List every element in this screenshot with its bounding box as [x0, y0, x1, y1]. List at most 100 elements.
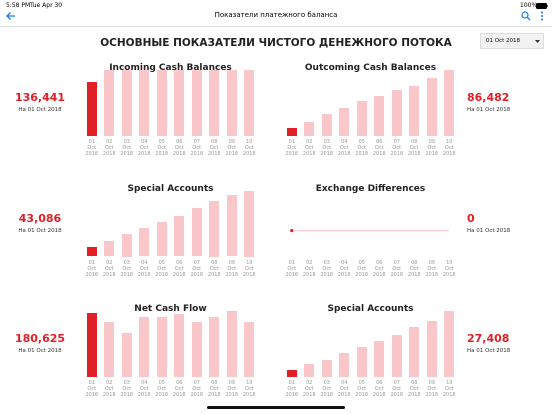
x-tick-label: 04 Oct 2018	[137, 380, 151, 398]
battery-icon	[536, 3, 548, 9]
x-tick-label: 07 Oct 2018	[390, 139, 404, 157]
nav-divider	[0, 26, 552, 27]
x-tick-label: 10 Oct 2018	[442, 259, 456, 278]
bar	[209, 317, 220, 377]
x-tick-label: 01 Oct 2018	[85, 380, 99, 398]
bar	[174, 314, 185, 377]
current-date: На 01 Oct 2018	[18, 107, 62, 113]
current-value: 0	[467, 211, 475, 225]
bar	[156, 317, 167, 377]
date-dropdown[interactable]: 01 Oct 2018	[480, 33, 544, 49]
bar	[226, 70, 237, 136]
x-tick-label: 04 Oct 2018	[337, 259, 351, 278]
x-tick-label: 02 Oct 2018	[102, 139, 116, 157]
x-tick-label: 08 Oct 2018	[207, 139, 221, 157]
bar	[244, 190, 255, 257]
x-tick-label: 09 Oct 2018	[225, 259, 239, 278]
search-button[interactable]	[521, 11, 531, 21]
bar	[191, 207, 202, 257]
line-chart	[290, 228, 450, 232]
current-value: 86,482	[467, 91, 510, 104]
x-tick-label: 10 Oct 2018	[242, 139, 256, 157]
bar	[226, 194, 237, 257]
current-point	[290, 228, 294, 232]
x-tick-label: 06 Oct 2018	[172, 259, 186, 278]
current-date: На 01 Oct 2018	[18, 348, 62, 354]
page-title: ОСНОВНЫЕ ПОКАЗАТЕЛИ ЧИСТОГО ДЕНЕЖНОГО ПО…	[100, 37, 452, 49]
status-date: Tue Apr 30	[30, 2, 63, 9]
x-tick-label: 05 Oct 2018	[155, 380, 169, 398]
x-tick-label: 08 Oct 2018	[407, 259, 421, 278]
bar	[286, 369, 297, 377]
bar	[391, 334, 402, 377]
x-tick-label: 01 Oct 2018	[85, 139, 99, 157]
x-tick-label: 04 Oct 2018	[337, 380, 351, 398]
x-tick-label: 05 Oct 2018	[155, 259, 169, 278]
bar	[244, 322, 255, 377]
nav-title: Показатели платежного баланса	[214, 11, 338, 19]
bar	[121, 70, 132, 136]
chart-title: Special Accounts	[327, 304, 414, 314]
dropdown-caret	[535, 40, 540, 43]
bar	[191, 70, 202, 136]
x-tick-label: 07 Oct 2018	[190, 259, 204, 278]
x-tick-label: 07 Oct 2018	[190, 139, 204, 157]
x-tick-label: 05 Oct 2018	[155, 139, 169, 157]
x-tick-label: 01 Oct 2018	[285, 259, 299, 278]
current-date: На 01 Oct 2018	[467, 227, 511, 234]
bar	[104, 322, 115, 377]
x-tick-label: 07 Oct 2018	[390, 380, 404, 398]
x-tick-label: 06 Oct 2018	[372, 380, 386, 398]
x-tick-label: 01 Oct 2018	[285, 139, 299, 157]
chart-title: Special Accounts	[127, 183, 214, 194]
x-tick-label: 02 Oct 2018	[302, 139, 316, 157]
x-tick-label: 08 Oct 2018	[407, 139, 421, 157]
bar	[139, 317, 150, 377]
date-dropdown-label: 01 Oct 2018	[486, 38, 521, 44]
x-tick-label: 05 Oct 2018	[355, 259, 369, 278]
x-tick-label: 04 Oct 2018	[137, 259, 151, 278]
x-tick-label: 04 Oct 2018	[337, 139, 351, 157]
x-tick-label: 06 Oct 2018	[172, 139, 186, 157]
bar	[191, 322, 202, 377]
bar	[444, 70, 455, 136]
current-date: На 01 Oct 2018	[18, 227, 62, 234]
status-time: 5:58 PM	[6, 2, 31, 9]
current-value: 136,441	[14, 91, 66, 104]
menu-button[interactable]	[539, 11, 545, 21]
status-battery: 100%	[520, 2, 538, 9]
bar	[374, 96, 385, 136]
bar	[104, 240, 115, 257]
chart-title: Exchange Differences	[315, 183, 426, 194]
x-tick-label: 10 Oct 2018	[442, 139, 456, 157]
x-tick-label: 03 Oct 2018	[120, 380, 134, 398]
current-date: На 01 Oct 2018	[467, 348, 511, 354]
x-tick-label: 10 Oct 2018	[442, 380, 456, 398]
x-tick-label: 03 Oct 2018	[120, 259, 134, 278]
x-tick-label: 06 Oct 2018	[372, 139, 386, 157]
x-tick-label: 02 Oct 2018	[302, 380, 316, 398]
chart-title: Net Cash Flow	[134, 304, 207, 314]
bar	[339, 108, 350, 136]
bar	[121, 333, 132, 377]
bar	[409, 85, 420, 136]
x-tick-label: 05 Oct 2018	[355, 380, 369, 398]
x-tick-label: 08 Oct 2018	[407, 380, 421, 398]
x-tick-label: 03 Oct 2018	[320, 259, 334, 278]
bar	[86, 312, 97, 377]
bar	[139, 70, 150, 136]
bar	[209, 201, 220, 257]
bar	[339, 353, 350, 377]
bar	[321, 359, 332, 377]
bar	[174, 70, 185, 136]
bar	[226, 311, 237, 377]
x-tick-label: 04 Oct 2018	[137, 139, 151, 157]
current-date: На 01 Oct 2018	[467, 107, 511, 113]
bar	[356, 101, 367, 136]
bar	[391, 90, 402, 136]
x-tick-label: 07 Oct 2018	[190, 380, 204, 398]
bar	[374, 341, 385, 377]
back-button[interactable]	[5, 11, 17, 21]
x-tick-label: 10 Oct 2018	[242, 259, 256, 278]
